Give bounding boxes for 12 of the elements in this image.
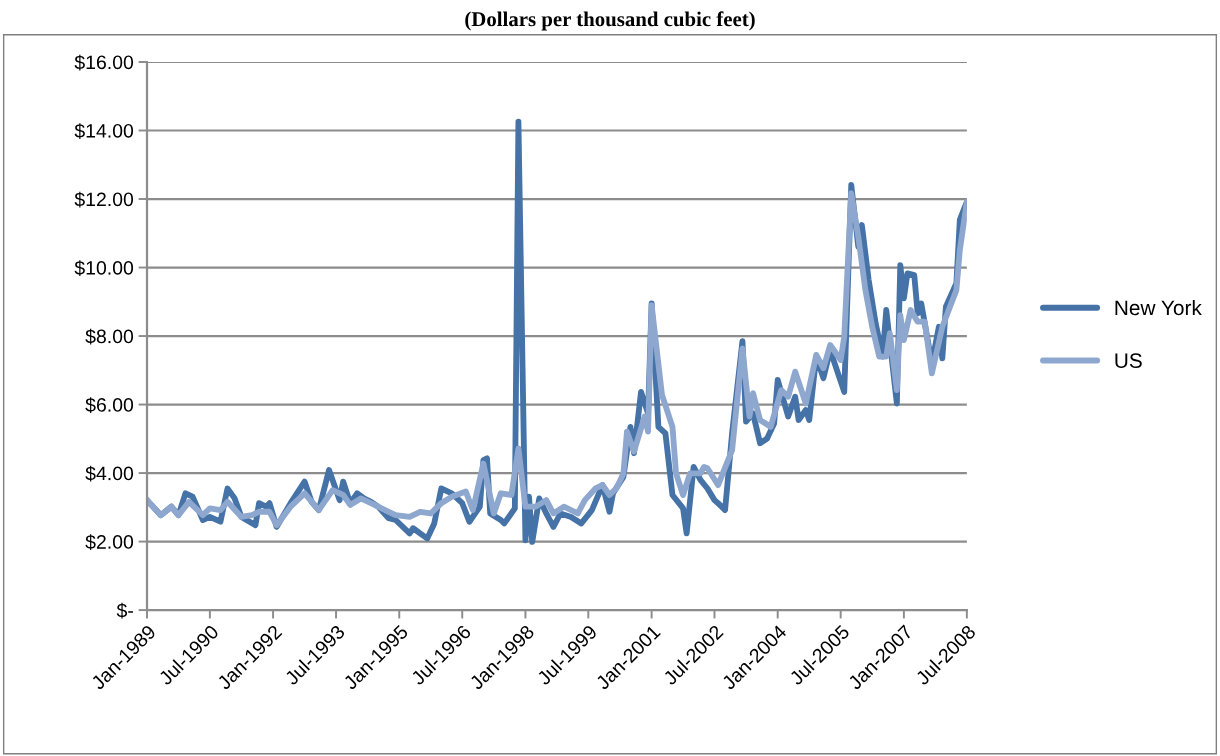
y-tick-label: $4.00 (85, 465, 134, 482)
legend-label: New York (1115, 299, 1202, 316)
y-tick-label: $16.00 (74, 54, 134, 71)
chart-title: (Dollars per thousand cubic feet) (465, 11, 755, 31)
y-tick-label: $2.00 (85, 534, 134, 550)
y-tick-label: $6.00 (85, 397, 134, 413)
y-tick-label: $14.00 (74, 123, 134, 139)
y-tick-label: $8.00 (85, 328, 134, 345)
y-tick-label: $10.00 (74, 260, 134, 276)
y-tick-label: $- (116, 602, 133, 619)
legend-label: US (1115, 353, 1142, 369)
y-tick-label: $12.00 (74, 191, 134, 208)
